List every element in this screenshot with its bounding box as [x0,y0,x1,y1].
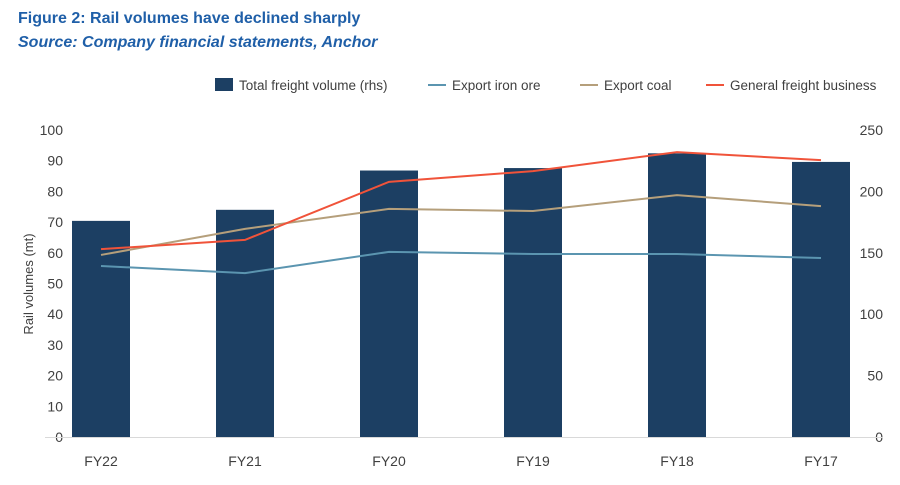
y-tick-label: 90 [47,153,63,169]
chart-title: Figure 2: Rail volumes have declined sha… [18,10,361,27]
y-axis-label: Rail volumes (mt) [21,233,36,334]
bar-total-freight [648,153,706,437]
line-export-iron-ore [100,250,822,275]
bar-total-freight [504,168,562,437]
y2-tick-label: 50 [867,368,883,384]
y-tick-label: 30 [47,337,63,353]
y-tick-label: 100 [40,122,64,138]
y-tick-label: 80 [47,183,63,199]
bar-total-freight [216,209,274,437]
x-tick-label: FY21 [228,453,262,469]
y-tick-label: 60 [47,245,63,261]
y-tick-label: 50 [47,276,63,292]
x-tick-label: FY18 [660,453,694,469]
x-tick-label: FY20 [372,453,406,469]
y2-tick-label: 250 [860,122,884,138]
line-export-coal [100,194,822,256]
bar-total-freight [72,220,130,437]
line-general-freight-business [100,151,822,251]
chart-subtitle: Source: Company financial statements, An… [18,34,378,51]
legend-label: Export coal [604,78,672,93]
legend-label: Total freight volume (rhs) [239,78,388,93]
x-tick-label: FY17 [804,453,838,469]
x-tick-label: FY19 [516,453,550,469]
y2-tick-label: 100 [860,306,884,322]
y-tick-label: 10 [47,398,63,414]
bar-total-freight [360,170,418,438]
y2-tick-label: 150 [860,245,884,261]
y-tick-label: 40 [47,306,63,322]
y2-tick-label: 200 [860,183,884,199]
bar-total-freight [792,161,850,438]
legend-label: Export iron ore [452,78,541,93]
x-tick-label: FY22 [84,453,118,469]
y-tick-label: 20 [47,368,63,384]
y-tick-label: 70 [47,214,63,230]
legend-swatch [215,78,233,91]
legend-label: General freight business [730,78,877,93]
